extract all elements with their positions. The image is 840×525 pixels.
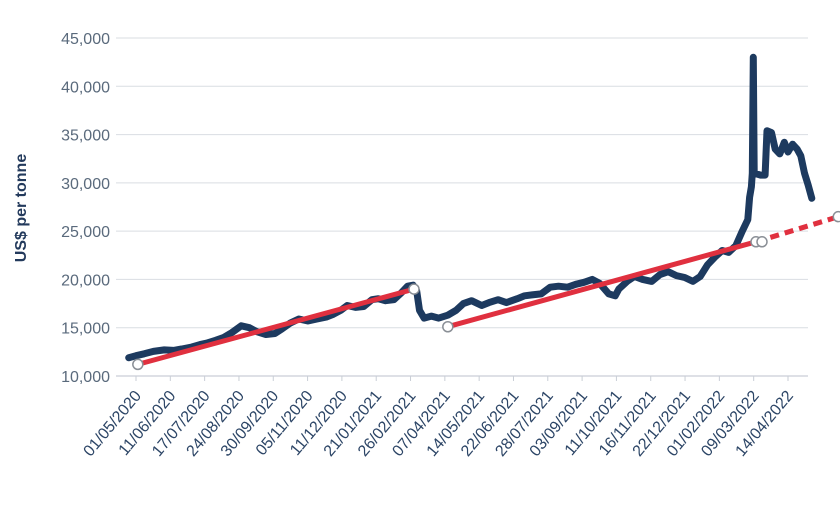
x-axis-ticks: 01/05/202011/06/202017/07/202024/08/2020… xyxy=(81,376,797,460)
trend-endpoint-marker xyxy=(756,236,768,248)
trend-endpoint-marker xyxy=(132,358,144,371)
y-tick-label: 35,000 xyxy=(61,128,110,145)
y-tick-label: 25,000 xyxy=(61,224,110,241)
price-series-line xyxy=(125,53,816,362)
trend-endpoint-marker xyxy=(408,283,420,295)
y-tick-label: 10,000 xyxy=(61,369,110,386)
gridlines xyxy=(116,37,808,377)
y-tick-label: 15,000 xyxy=(61,321,110,338)
trend-projection-line xyxy=(755,214,840,245)
trend-endpoint-marker xyxy=(442,320,454,333)
trend-endpoint-marker xyxy=(832,210,840,223)
y-axis-ticks: 10,000 15,000 20,000 25,000 30,000 35,000 40,0… xyxy=(61,31,110,386)
y-tick-label: 45,000 xyxy=(61,31,110,48)
trend-line xyxy=(447,239,757,330)
y-tick-label: 20,000 xyxy=(61,272,110,289)
series xyxy=(125,53,840,371)
y-tick-label: 30,000 xyxy=(61,176,110,193)
y-tick-label: 40,000 xyxy=(61,79,110,96)
trend-line xyxy=(137,286,415,367)
y-axis-label: US$ per tonne xyxy=(13,154,30,263)
